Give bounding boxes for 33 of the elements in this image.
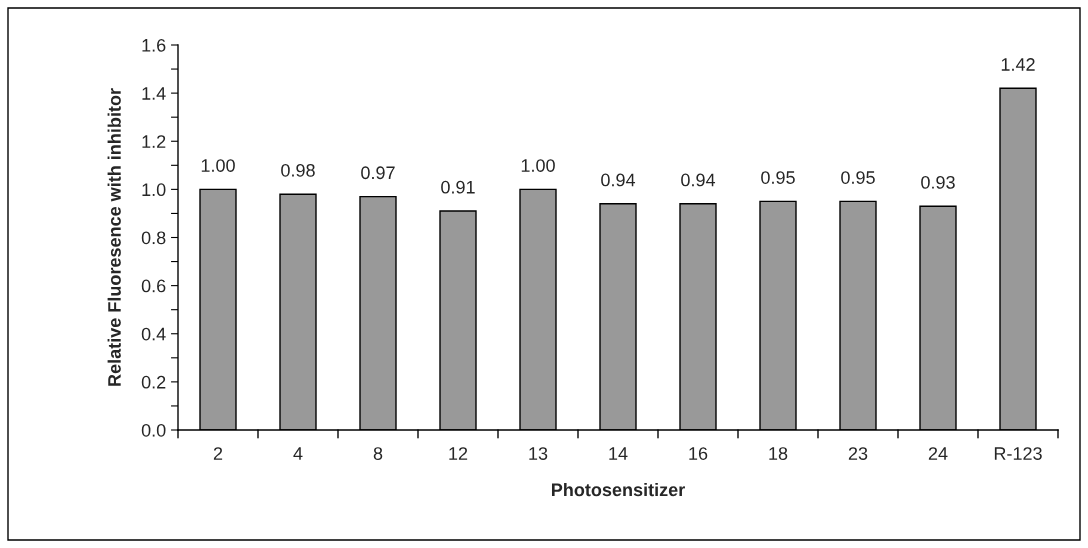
y-axis-title: Relative Fluoresence with inhibitor bbox=[107, 88, 121, 386]
data-label: 0.95 bbox=[761, 171, 795, 184]
data-label: 0.98 bbox=[281, 163, 315, 177]
x-tick-label: 12 bbox=[449, 447, 468, 460]
y-tick-label: 1.6 bbox=[142, 38, 166, 52]
data-label: 0.97 bbox=[361, 166, 395, 180]
y-tick-label: 0.8 bbox=[141, 231, 166, 245]
x-axis-title: Photosensitizer bbox=[551, 482, 685, 497]
y-tick-label: 0.2 bbox=[141, 375, 166, 389]
x-tick-label: 8 bbox=[373, 447, 383, 460]
x-tick-label: 2 bbox=[213, 447, 223, 460]
data-label: 1.00 bbox=[201, 159, 235, 172]
x-tick-label: 14 bbox=[609, 447, 628, 460]
data-label: 0.95 bbox=[841, 171, 875, 184]
x-tick-label: 13 bbox=[529, 447, 548, 460]
data-label: 1.00 bbox=[521, 159, 555, 172]
x-tick-label: 23 bbox=[848, 447, 868, 460]
x-tick-label: R-123 bbox=[994, 447, 1042, 460]
x-tick-label: 24 bbox=[928, 447, 948, 460]
data-label: 0.91 bbox=[441, 180, 475, 194]
y-tick-label: 1.4 bbox=[142, 87, 166, 100]
x-tick-label: 18 bbox=[769, 447, 788, 460]
x-tick-label: 4 bbox=[293, 447, 303, 460]
x-tick-label: 16 bbox=[689, 447, 708, 460]
data-label: 0.94 bbox=[681, 173, 716, 187]
y-tick-label: 0.4 bbox=[141, 327, 166, 341]
data-label: 1.42 bbox=[1001, 58, 1035, 71]
data-label: 0.93 bbox=[921, 175, 955, 189]
data-label: 0.94 bbox=[601, 173, 636, 187]
y-tick-label: 0.0 bbox=[141, 423, 166, 437]
y-tick-label: 1.0 bbox=[142, 183, 166, 197]
y-tick-label: 1.2 bbox=[142, 135, 166, 148]
y-tick-label: 0.6 bbox=[141, 279, 166, 293]
